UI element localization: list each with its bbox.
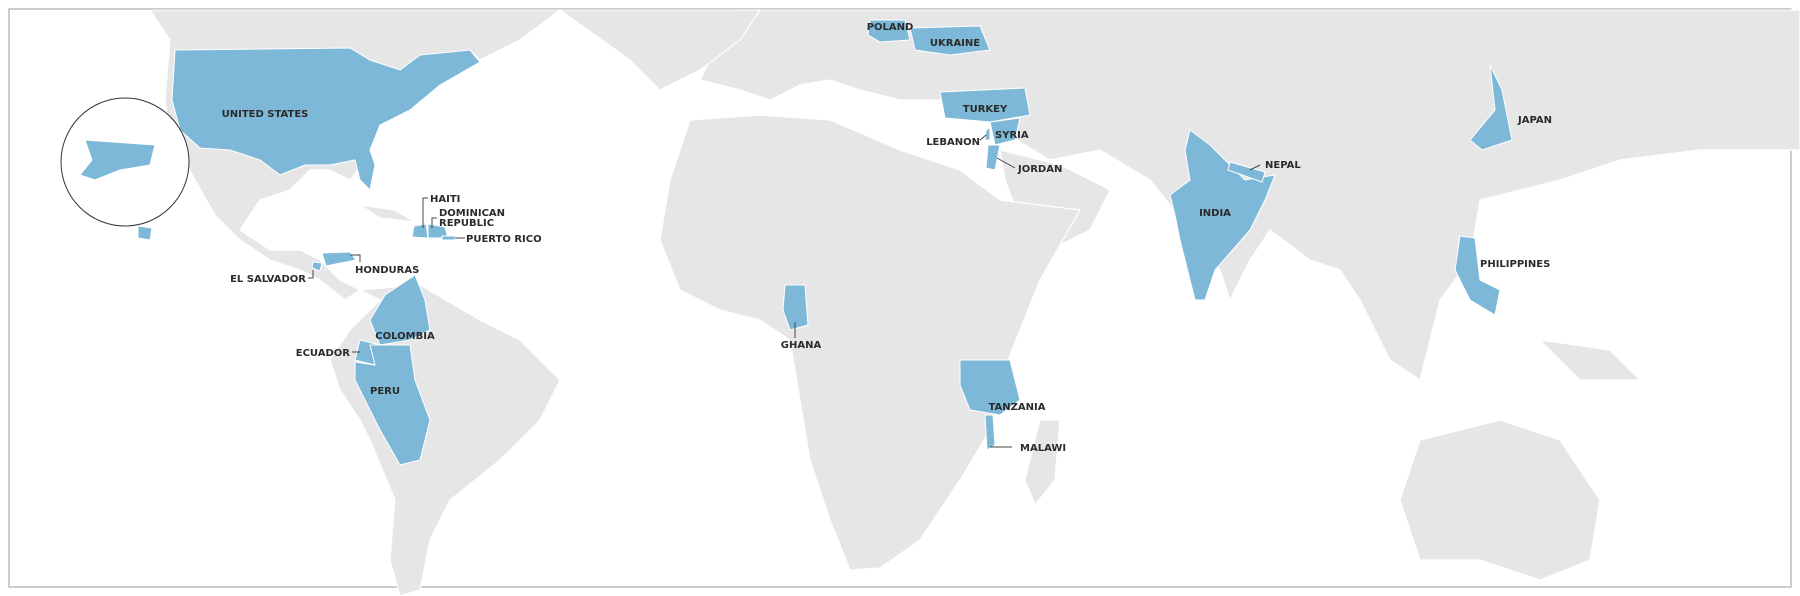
country-peru[interactable] [354, 344, 431, 466]
label-philippines: PHILIPPINES [1480, 259, 1550, 270]
highlighted-countries [171, 19, 1513, 466]
label-united-states: UNITED STATES [222, 109, 309, 120]
label-el-salvador: EL SALVADOR [230, 274, 306, 285]
country-philippines[interactable] [1454, 235, 1501, 316]
new-guinea [1538, 339, 1642, 381]
alaska-inset [60, 97, 190, 241]
country-malawi[interactable] [984, 414, 996, 451]
country-haiti[interactable] [411, 223, 429, 239]
label-ukraine: UKRAINE [930, 38, 980, 49]
country-ukraine[interactable] [909, 25, 991, 56]
country-jordan[interactable] [985, 144, 1001, 171]
madagascar [1024, 419, 1061, 507]
country-labels: UNITED STATES HAITI DOMINICAN REPUBLIC P… [222, 22, 1552, 454]
label-malawi: MALAWI [1020, 443, 1066, 454]
greenland [558, 9, 762, 91]
country-turkey[interactable] [939, 87, 1031, 123]
country-ghana[interactable] [782, 284, 809, 331]
label-puerto-rico: PUERTO RICO [466, 234, 542, 245]
country-lebanon[interactable] [984, 127, 991, 141]
label-japan: JAPAN [1517, 115, 1552, 126]
label-lebanon: LEBANON [926, 137, 980, 148]
africa [659, 114, 1081, 571]
cuba [359, 204, 416, 223]
leader-lines [308, 134, 1261, 448]
label-nepal: NEPAL [1265, 160, 1301, 171]
label-colombia: COLOMBIA [375, 331, 435, 342]
label-turkey: TURKEY [963, 104, 1008, 115]
australia [1399, 419, 1601, 581]
label-peru: PERU [370, 386, 400, 397]
country-hawaii[interactable] [137, 225, 153, 241]
country-syria[interactable] [989, 117, 1021, 146]
label-tanzania: TANZANIA [989, 402, 1046, 413]
label-india: INDIA [1199, 208, 1231, 219]
label-honduras: HONDURAS [355, 265, 419, 276]
label-poland: POLAND [867, 22, 914, 33]
label-dominican-republic-1: DOMINICAN [439, 208, 505, 219]
country-alaska[interactable] [79, 139, 156, 181]
label-ecuador: ECUADOR [296, 348, 351, 359]
label-jordan: JORDAN [1017, 164, 1062, 175]
country-el-salvador[interactable] [311, 261, 323, 272]
country-united-states[interactable] [171, 47, 481, 192]
label-ghana: GHANA [781, 340, 822, 351]
label-dominican-republic-2: REPUBLIC [439, 218, 494, 229]
label-haiti: HAITI [430, 194, 460, 205]
country-puerto-rico[interactable] [441, 235, 456, 241]
country-japan[interactable] [1469, 64, 1513, 151]
country-poland[interactable] [867, 19, 911, 43]
country-colombia[interactable] [369, 274, 431, 346]
country-honduras[interactable] [321, 251, 357, 267]
label-syria: SYRIA [995, 130, 1029, 141]
country-tanzania[interactable] [959, 359, 1021, 416]
